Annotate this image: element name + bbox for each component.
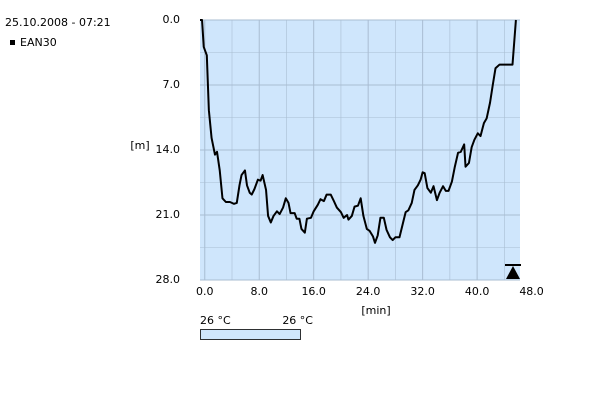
y-tick-label: 7.0 (163, 78, 181, 91)
legend-label: EAN30 (20, 36, 57, 49)
y-tick-label: 0.0 (163, 13, 181, 26)
x-tick-label: 48.0 (519, 285, 544, 298)
x-tick-label: 0.0 (196, 285, 214, 298)
y-tick-label: 21.0 (156, 208, 181, 221)
temperature-label: 26 °C (200, 314, 231, 327)
series-line (200, 19, 517, 244)
x-axis-label: [min] (361, 304, 390, 317)
x-tick-label: 16.0 (301, 285, 326, 298)
y-tick-label: 28.0 (156, 273, 181, 286)
temperature-label: 26 °C (282, 314, 313, 327)
legend-marker (10, 40, 15, 45)
x-tick-label: 24.0 (356, 285, 381, 298)
x-tick-label: 32.0 (410, 285, 435, 298)
x-tick-label: 40.0 (465, 285, 490, 298)
plot: 0.0 7.0 14.0 21.0 28.0 0.0 8.0 16.0 24.0 32.0 40.0… (156, 13, 544, 298)
temperature-bar (200, 329, 301, 340)
ascent-marker (506, 266, 520, 279)
chart-title: 25.10.2008 - 07:21 (5, 16, 111, 29)
y-tick-label: 14.0 (156, 143, 181, 156)
y-axis-label: [m] (130, 139, 149, 152)
x-tick-label: 8.0 (250, 285, 268, 298)
